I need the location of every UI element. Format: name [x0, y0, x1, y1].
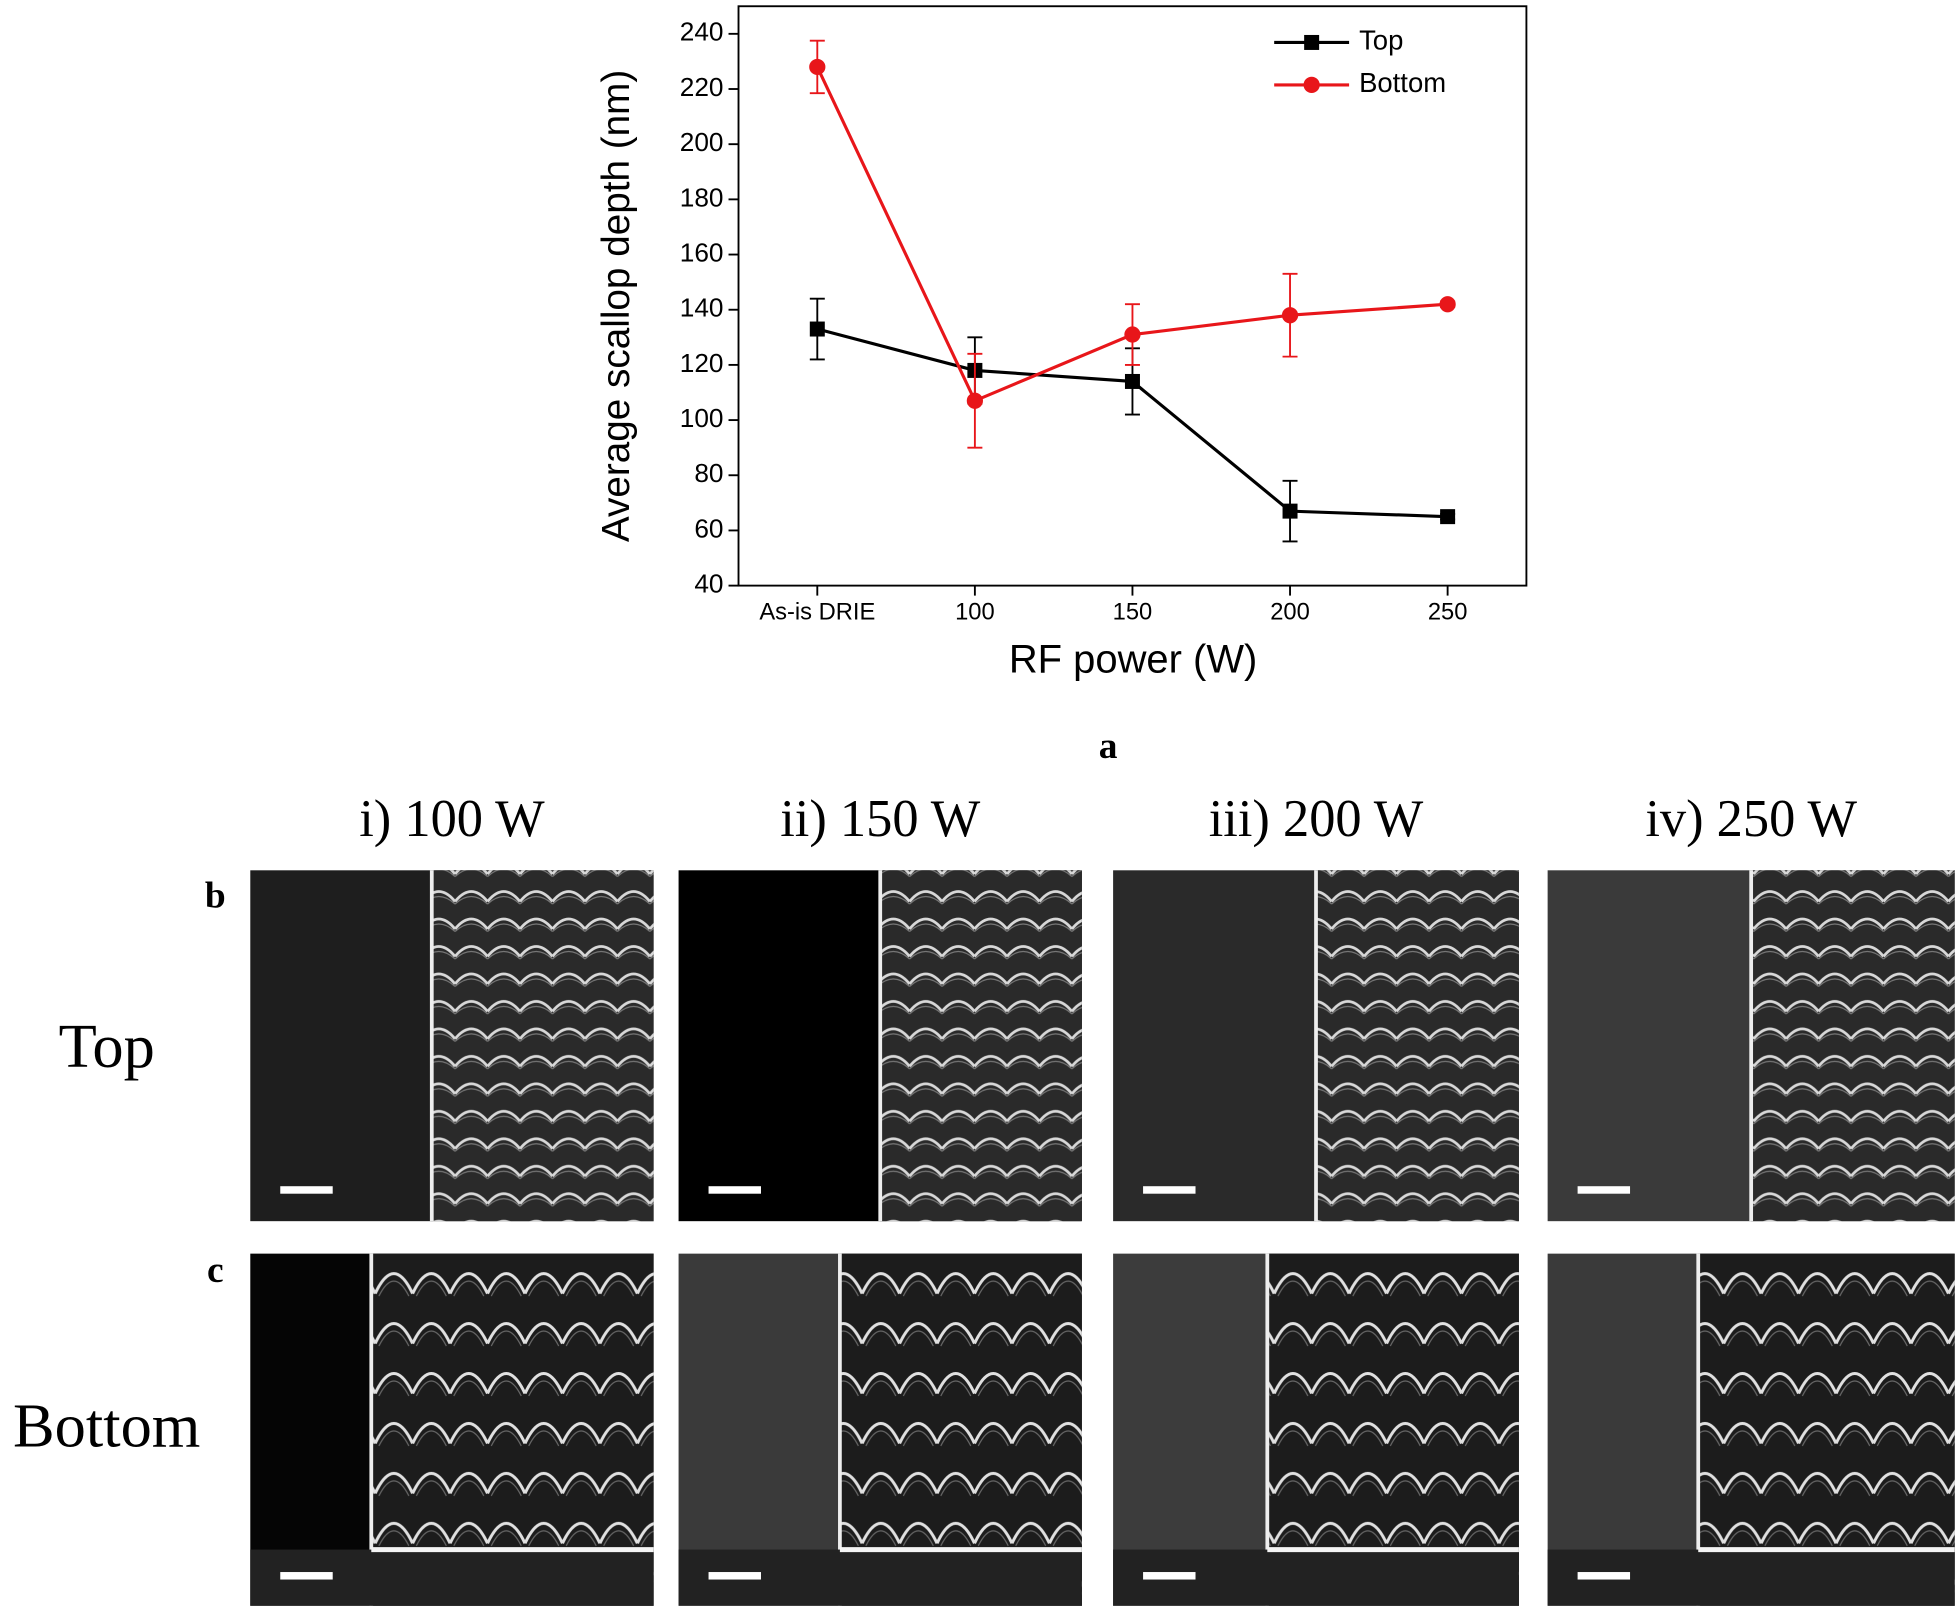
x-tick-label: 250 — [1428, 599, 1468, 625]
x-tick-label: 150 — [1113, 599, 1153, 625]
marker — [809, 58, 826, 76]
marker — [1439, 296, 1456, 313]
y-tick-label: 40 — [694, 569, 723, 599]
y-tick-label: 200 — [680, 127, 724, 157]
y-axis-label: Average scallop depth (nm) — [595, 70, 638, 542]
column-header: i) 100 W — [359, 790, 545, 848]
row-letter: b — [205, 876, 226, 917]
sem-image-texture — [880, 870, 1082, 1222]
y-tick-label: 120 — [680, 348, 724, 378]
x-tick-label: 200 — [1270, 599, 1310, 625]
sem-image-texture — [431, 870, 654, 1222]
y-tick-label: 180 — [680, 182, 724, 212]
y-tick-label: 60 — [694, 513, 723, 543]
scale-bar — [1577, 1186, 1631, 1194]
scale-bar — [1143, 1572, 1196, 1580]
marker — [809, 321, 825, 337]
scale-bar — [708, 1186, 761, 1194]
scale-bar — [280, 1186, 333, 1194]
y-tick-label: 140 — [680, 293, 724, 323]
column-header: ii) 150 W — [780, 790, 981, 848]
x-tick-label: 100 — [955, 599, 995, 625]
scale-bar — [708, 1572, 761, 1580]
marker — [1282, 503, 1298, 519]
legend-label: Bottom — [1359, 67, 1446, 98]
panel-label: a — [1099, 726, 1118, 767]
y-tick-label: 160 — [680, 237, 724, 267]
legend-marker — [1304, 34, 1320, 50]
legend-marker — [1303, 76, 1320, 94]
y-tick-label: 220 — [680, 72, 724, 102]
x-axis-label: RF power (W) — [1009, 637, 1258, 681]
marker — [1281, 307, 1299, 324]
sem-image-texture — [1751, 870, 1955, 1222]
row-label: Bottom — [13, 1391, 200, 1461]
y-tick-label: 100 — [680, 403, 724, 433]
column-header: iv) 250 W — [1645, 790, 1857, 848]
marker — [1124, 326, 1141, 343]
scale-bar — [1577, 1572, 1631, 1580]
y-tick-label: 80 — [694, 458, 723, 488]
y-tick-label: 240 — [680, 17, 724, 47]
legend-label: Top — [1359, 25, 1403, 56]
marker — [1124, 373, 1140, 389]
scale-bar — [1143, 1186, 1196, 1194]
marker — [966, 392, 983, 409]
column-header: iii) 200 W — [1209, 790, 1424, 848]
scale-bar — [280, 1572, 333, 1580]
row-letter: c — [207, 1250, 224, 1291]
row-label: Top — [59, 1011, 155, 1081]
x-tick-label: As-is DRIE — [759, 599, 875, 625]
marker — [1440, 509, 1456, 525]
sem-image-texture — [1316, 870, 1519, 1222]
